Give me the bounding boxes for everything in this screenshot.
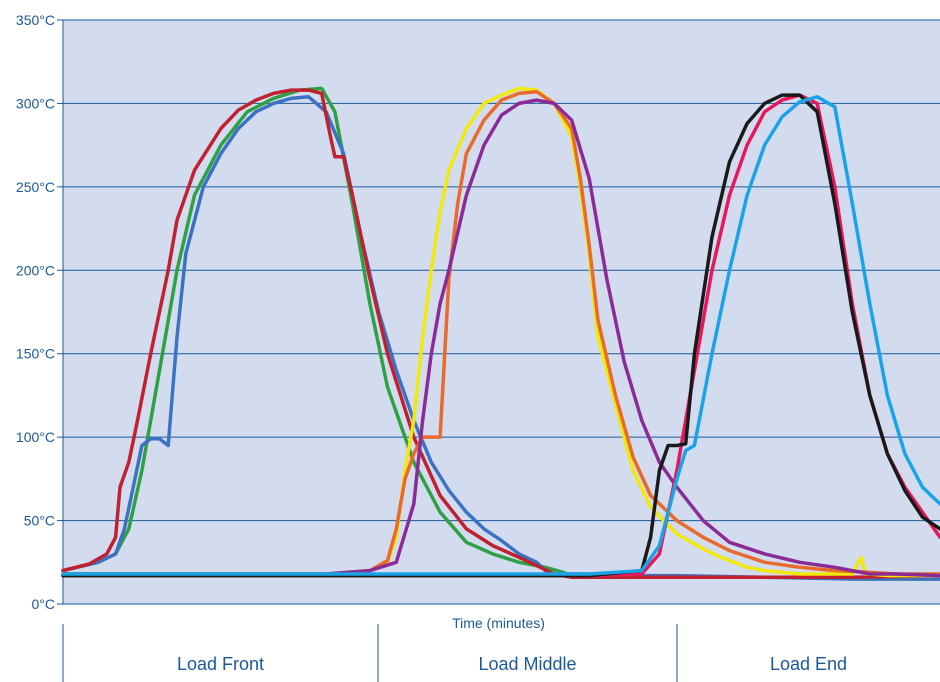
y-tick-label: 100°C: [16, 429, 55, 445]
section-label: Load Middle: [478, 654, 576, 674]
y-tick-label: 0°C: [32, 596, 56, 612]
series-lines: [61, 86, 940, 581]
gridlines: [62, 19, 940, 604]
section-label: Load Front: [177, 654, 264, 674]
x-axis-label: Time (minutes): [452, 615, 545, 631]
y-tick-label: 350°C: [16, 12, 55, 28]
section-labels: Load Front Load Middle Load End: [62, 624, 847, 682]
y-tick-label: 150°C: [16, 346, 55, 362]
y-axis-ticks: 0°C 50°C 100°C 150°C 200°C 250°C 300°C 350°C: [16, 12, 63, 612]
section-label: Load End: [770, 654, 847, 674]
y-tick-label: 200°C: [16, 262, 55, 278]
series-line-6: [61, 98, 940, 578]
plot-background: [63, 20, 940, 604]
series-line-8: [61, 93, 940, 578]
y-tick-label: 250°C: [16, 179, 55, 195]
y-tick-label: 300°C: [16, 95, 55, 111]
series-line-9: [61, 95, 940, 576]
y-tick-label: 50°C: [24, 513, 55, 529]
series-line-5: [61, 89, 940, 576]
